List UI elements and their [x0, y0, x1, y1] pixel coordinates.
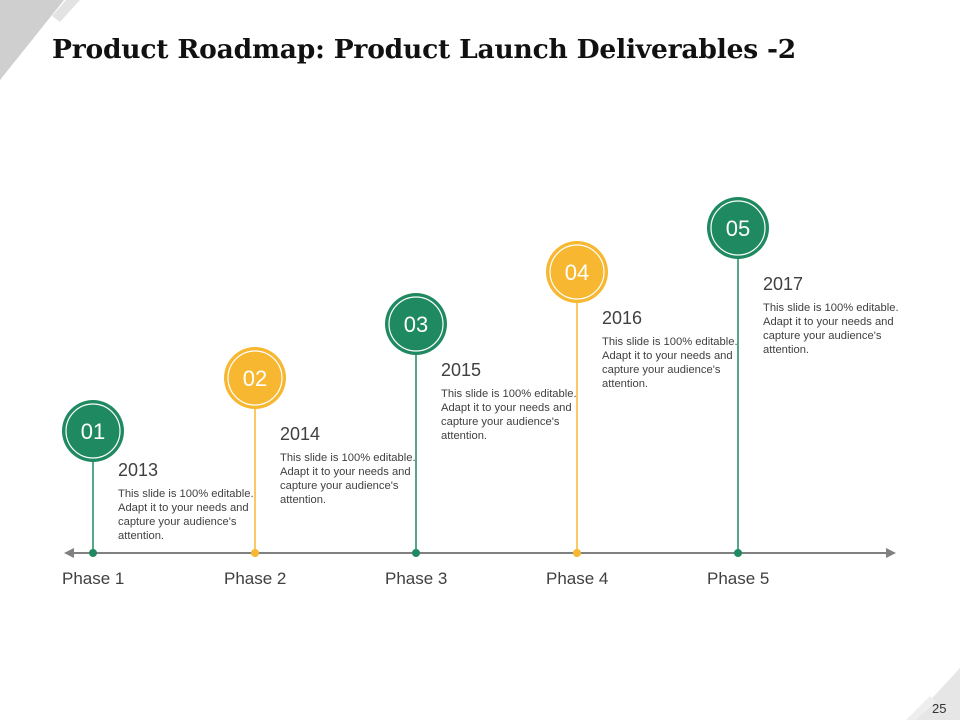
badge-ring: [65, 403, 121, 459]
phase-label: Phase 5: [707, 569, 770, 588]
milestone-1: 01: [62, 400, 124, 557]
milestone-description: This slide is 100% editable. Adapt it to…: [602, 336, 738, 390]
milestone-description: This slide is 100% editable. Adapt it to…: [280, 452, 416, 506]
milestone-4: 04: [546, 241, 608, 557]
milestone-description: This slide is 100% editable. Adapt it to…: [441, 388, 577, 442]
axis-dot: [412, 549, 420, 557]
milestone-year: 2016: [602, 308, 643, 328]
milestone-5: 05: [707, 197, 769, 557]
badge-ring: [549, 244, 605, 300]
slide-title: Product Roadmap: Product Launch Delivera…: [52, 34, 797, 65]
badge-ring: [388, 296, 444, 352]
phase-label: Phase 1: [62, 569, 125, 588]
axis-dot: [734, 549, 742, 557]
badge-ring: [227, 350, 283, 406]
milestone-number: 01: [81, 419, 105, 444]
milestone-number: 02: [243, 366, 267, 391]
phase-label: Phase 4: [546, 569, 609, 588]
badge-outer: [224, 347, 286, 409]
milestone-year: 2017: [763, 274, 804, 294]
milestone-year: 2014: [280, 424, 321, 444]
axis-dot: [89, 549, 97, 557]
axis-arrow-right: [886, 548, 896, 558]
milestone-description: This slide is 100% editable. Adapt it to…: [763, 302, 899, 356]
milestone-3: 03: [385, 293, 447, 557]
page-number: 25: [932, 701, 947, 716]
phase-label: Phase 3: [385, 569, 448, 588]
milestone-year: 2015: [441, 360, 482, 380]
milestone-2: 02: [224, 347, 286, 557]
milestone-year: 2013: [118, 460, 159, 480]
badge-ring: [710, 200, 766, 256]
axis-dot: [573, 549, 581, 557]
badge-outer: [62, 400, 124, 462]
corner-decoration-top-left: [0, 0, 80, 80]
milestone-number: 03: [404, 312, 428, 337]
badge-outer: [707, 197, 769, 259]
milestone-number: 04: [565, 260, 589, 285]
badge-outer: [546, 241, 608, 303]
milestone-description: This slide is 100% editable. Adapt it to…: [118, 488, 254, 542]
axis-arrow-left: [64, 548, 74, 558]
axis-dot: [251, 549, 259, 557]
phase-label: Phase 2: [224, 569, 287, 588]
badge-outer: [385, 293, 447, 355]
milestone-number: 05: [726, 216, 750, 241]
